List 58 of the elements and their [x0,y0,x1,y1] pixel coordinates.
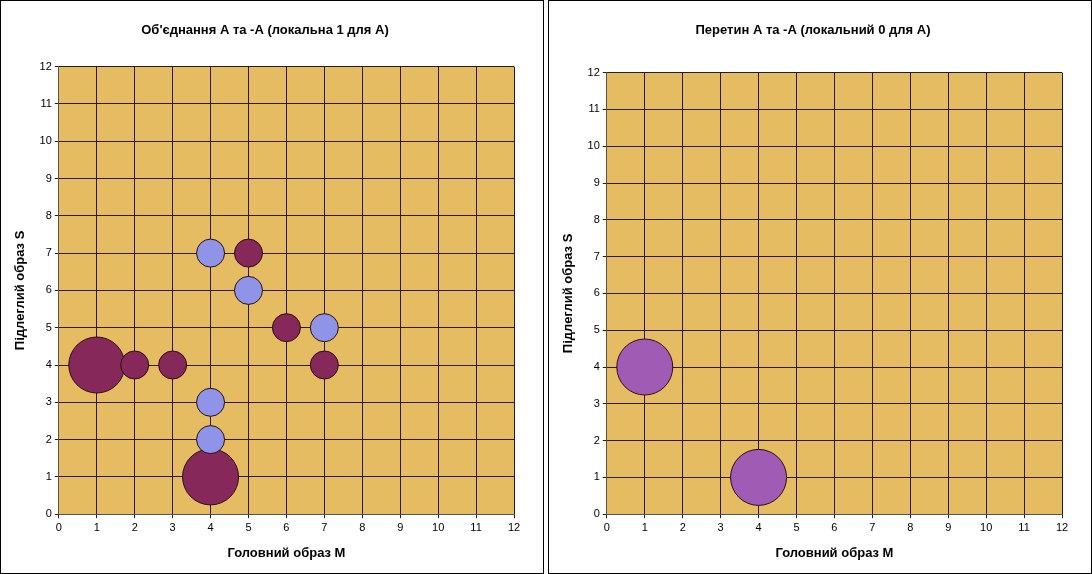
x-tick-label: 5 [245,520,252,533]
y-tick-label: 0 [45,507,52,520]
y-tick-label: 3 [45,395,52,408]
x-tick-label: 8 [907,520,914,533]
y-tick-label: 1 [593,470,600,483]
x-tick-label: 12 [1055,520,1069,533]
x-tick-label: 9 [945,520,952,533]
x-tick-label: 12 [507,520,521,533]
x-tick-label: 11 [470,520,482,533]
y-tick-label: 10 [39,134,52,147]
y-tick-label: 7 [45,246,52,259]
y-axis-title: Підлеглий образ S [12,230,28,351]
y-tick-label: 8 [45,208,52,221]
y-tick-label: 6 [593,286,600,299]
y-tick-label: 4 [593,360,600,373]
x-tick-label: 10 [980,520,993,533]
x-tick-label: 2 [131,520,138,533]
x-tick-label: 1 [93,520,100,533]
x-tick-label: 5 [793,520,800,533]
x-tick-label: 7 [869,520,876,533]
x-tick-label: 9 [397,520,404,533]
x-tick-label: 0 [603,520,610,533]
y-tick-label: 9 [45,171,52,184]
y-tick-label: 9 [593,176,600,189]
chart-title: Перетин А та -А (локальний 0 для А) [695,22,931,38]
y-tick-label: 11 [588,102,600,115]
x-tick-label: 3 [169,520,176,533]
x-tick-label: 4 [755,520,762,533]
y-axis-title: Підлеглий образ S [560,233,576,354]
y-tick-label: 4 [45,358,52,371]
x-tick-label: 8 [359,520,366,533]
x-tick-label: 2 [679,520,686,533]
y-tick-label: 2 [593,433,600,446]
y-tick-label: 5 [593,323,600,336]
x-tick-label: 6 [283,520,290,533]
y-tick-label: 8 [593,212,600,225]
y-tick-label: 12 [587,65,600,78]
x-tick-label: 0 [55,520,62,533]
x-tick-label: 7 [321,520,328,533]
y-tick-label: 11 [40,96,52,109]
y-tick-label: 6 [45,283,52,296]
x-tick-label: 4 [207,520,214,533]
x-axis-title: Головний образ M [227,544,346,560]
y-tick-label: 2 [45,432,52,445]
y-tick-label: 3 [593,396,600,409]
x-tick-label: 11 [1018,520,1030,533]
y-tick-label: 1 [45,469,52,482]
y-tick-label: 10 [587,139,600,152]
y-tick-label: 0 [593,507,600,520]
y-tick-label: 12 [39,59,52,72]
chart-title: Об'єднання А та -А (локальна 1 для А) [141,22,389,38]
y-tick-label: 7 [593,249,600,262]
x-tick-label: 1 [641,520,648,533]
x-axis-title: Головний образ M [775,544,894,560]
x-tick-label: 3 [717,520,724,533]
x-tick-label: 6 [831,520,838,533]
y-tick-label: 5 [45,320,52,333]
x-tick-label: 10 [432,520,445,533]
